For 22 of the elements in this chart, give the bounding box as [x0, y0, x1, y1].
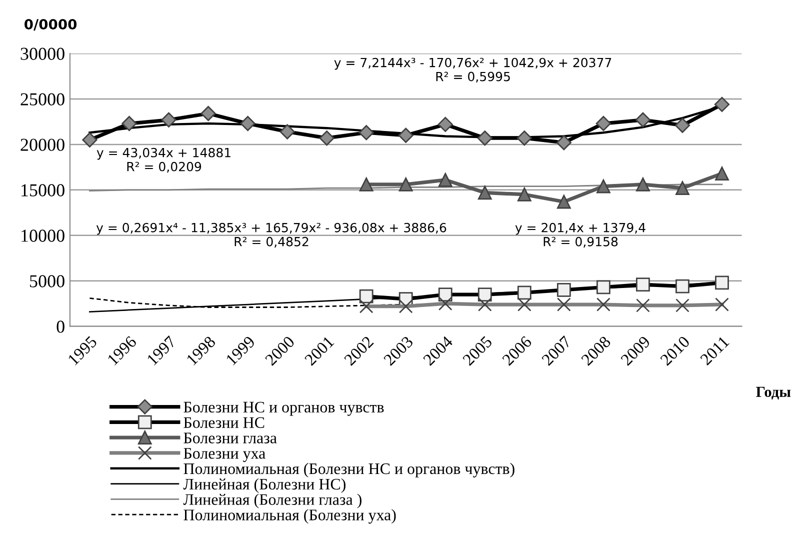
y-axis-title: 0/0000 — [24, 18, 77, 31]
legend-label: Полиномиальная (Болезни уха) — [184, 509, 396, 524]
x-axis-title: Годы — [756, 386, 791, 400]
y-tick-label: 25000 — [20, 93, 64, 106]
legend-label: Линейная (Болезни НС) — [183, 478, 346, 493]
annotation: y = 7,2144x³ - 170,76x² + 1042,9x + 20377 R² = 0,5995 — [334, 58, 612, 83]
legend-label: Линейная (Болезни глаза ) — [183, 494, 362, 508]
y-tick-label: 0 — [56, 320, 64, 333]
legend-label: Болезни уха — [184, 448, 266, 462]
annotation: y = 0,2691x⁴ - 11,385x³ + 165,79x² - 936,08x + 3886,6 R² = 0,4852 — [96, 222, 446, 248]
legend-label: Полиномиальная (Болезни НС и органов чувств) — [184, 462, 514, 478]
y-tick-label: 30000 — [20, 48, 64, 60]
legend-label: Болезни НС — [184, 417, 264, 428]
legend-label: Болезни глаза — [184, 432, 277, 444]
legend-label: Болезни НС и органов чувств — [184, 402, 384, 416]
y-tick-label: 15000 — [22, 184, 64, 196]
annotation: y = 201,4x + 1379,4 R² = 0,9158 — [515, 222, 646, 248]
x-tick-label: 2011 — [700, 336, 730, 366]
y-tick-label: 20000 — [20, 138, 64, 151]
annotation: y = 43,034x + 14881 R² = 0,0209 — [96, 148, 230, 173]
y-tick-label: 10000 — [22, 230, 64, 242]
y-tick-label: 5000 — [30, 275, 64, 288]
